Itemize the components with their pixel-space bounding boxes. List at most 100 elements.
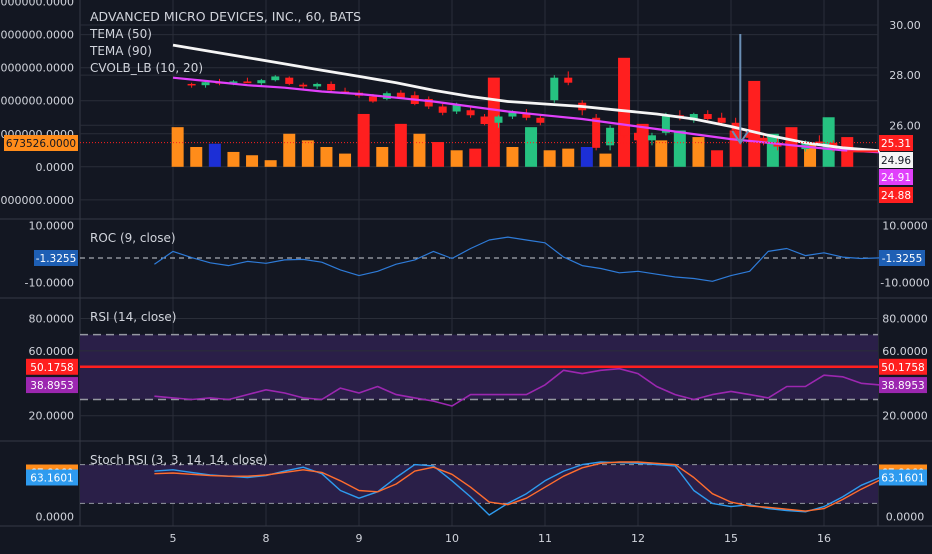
legend-tema-50[interactable]: TEMA (50)	[90, 27, 152, 41]
price-label-1-bg	[879, 152, 913, 168]
candle-body	[396, 92, 405, 98]
stoch-left-label-1-text: 63.1601	[30, 472, 73, 484]
volume-bar-3	[227, 151, 240, 167]
candle-20	[466, 106, 475, 118]
roc-left-tick: -10.0000	[25, 277, 74, 290]
roc-left-label: -1.3255	[34, 250, 78, 267]
volume-bar-14	[432, 142, 445, 167]
roc-right-label-bg	[879, 250, 925, 267]
volume-bar-27	[673, 130, 686, 167]
candle-7	[285, 76, 294, 86]
candle-body	[187, 83, 196, 86]
candle-21	[480, 114, 489, 126]
volume-bar-22	[580, 146, 593, 167]
candle-26	[550, 75, 559, 103]
time-tick-label: 16	[817, 532, 831, 545]
volume-bar-31	[748, 80, 761, 167]
volume-bar-19	[525, 127, 538, 167]
stoch-band-fill	[80, 464, 878, 504]
candle-body	[745, 130, 754, 138]
candle-10	[327, 81, 336, 92]
volume-current-label-text: 673526.0000	[6, 138, 76, 150]
candle-body	[299, 84, 308, 87]
candle-33	[647, 132, 656, 146]
volume-bar-10	[357, 113, 370, 167]
candle-body	[368, 96, 377, 102]
volume-bar-6	[283, 133, 296, 167]
candle-17	[424, 96, 433, 109]
rsi-left-label-0-text: 50.1758	[30, 362, 73, 374]
rsi-right-tick: 60.0000	[882, 345, 928, 358]
candle-body	[787, 146, 796, 150]
candle-body	[522, 112, 531, 118]
volume-bar-8	[320, 146, 333, 167]
arrow-annotation-head	[731, 130, 750, 145]
legend-cvolb[interactable]: CVOLB_LB (10, 20)	[90, 61, 204, 75]
price-label-1-text: 24.96	[881, 155, 911, 167]
candle-body	[620, 127, 629, 136]
volume-tick-label: 4000000.0000	[0, 29, 74, 42]
rsi-left-label-0: 50.1758	[26, 358, 78, 375]
stoch-left-label-1: 63.1601	[26, 469, 78, 486]
candle-18	[438, 103, 447, 116]
candle-24	[522, 109, 531, 121]
price-label-3-bg	[879, 187, 913, 203]
rsi-right-label-0: 50.1758	[879, 358, 927, 375]
legend-tema-90[interactable]: TEMA (90)	[90, 44, 152, 58]
candle-body	[508, 111, 517, 117]
candle-body	[592, 117, 601, 148]
volume-bar-13	[413, 133, 426, 167]
candle-body	[634, 132, 642, 141]
volume-bar-12	[394, 123, 407, 167]
stoch-right-label-1-text: 63.1601	[881, 472, 924, 484]
time-tick-label: 11	[538, 532, 552, 545]
legend-rsi[interactable]: RSI (14, close)	[90, 310, 177, 324]
candle-body	[243, 81, 252, 84]
volume-tick-label: 5000000.0000	[0, 0, 74, 9]
rsi-right-label-1: 38.8953	[879, 377, 927, 394]
volume-bar-34	[804, 143, 817, 167]
candle-4	[243, 77, 252, 84]
candle-body	[494, 116, 503, 123]
candle-27	[564, 71, 573, 86]
rsi-right-label-0-bg	[879, 358, 927, 375]
volume-tick-label: 3000000.0000	[0, 62, 74, 75]
volume-bar-16	[469, 148, 482, 167]
candle-body	[661, 115, 670, 133]
candle-0	[187, 82, 196, 88]
time-tick-label: 15	[724, 532, 738, 545]
volume-bar-18	[506, 146, 519, 167]
price-tick-label: 28.00	[889, 69, 921, 82]
volume-tick-label: 0.0000	[36, 161, 75, 174]
volume-bar-29	[711, 150, 724, 167]
volume-bar-11	[376, 146, 389, 167]
price-label-2-bg	[879, 169, 913, 185]
volume-tick-label: 2000000.0000	[0, 95, 74, 108]
candle-body	[438, 106, 447, 113]
candle-body	[201, 82, 210, 86]
volume-bar-4	[246, 155, 259, 167]
volume-bar-2	[208, 143, 221, 167]
price-label-0-bg	[879, 135, 913, 151]
price-label-1: 24.96	[879, 152, 913, 168]
rsi-left-tick: 60.0000	[29, 345, 75, 358]
price-label-2-text: 24.91	[881, 172, 911, 184]
rsi-left-label-0-bg	[26, 358, 78, 375]
legend-stoch-rsi[interactable]: Stoch RSI (3, 3, 14, 14, close)	[90, 453, 268, 467]
candle-body	[480, 116, 489, 125]
roc-left-tick: 10.0000	[29, 220, 75, 233]
candle-body	[759, 137, 768, 143]
volume-bar-0	[171, 127, 184, 167]
stoch-right-label-1: 63.1601	[879, 469, 927, 486]
candle-body	[229, 81, 238, 83]
stoch-right-tick: 0.0000	[886, 510, 925, 523]
stoch-d-line	[154, 461, 881, 512]
legend-roc[interactable]: ROC (9, close)	[90, 231, 176, 245]
volume-bar-23	[599, 153, 612, 167]
price-tick-label: 26.00	[889, 119, 921, 132]
roc-left-label-bg	[34, 250, 78, 267]
volume-tick-label: -1000000.0000	[0, 194, 74, 207]
